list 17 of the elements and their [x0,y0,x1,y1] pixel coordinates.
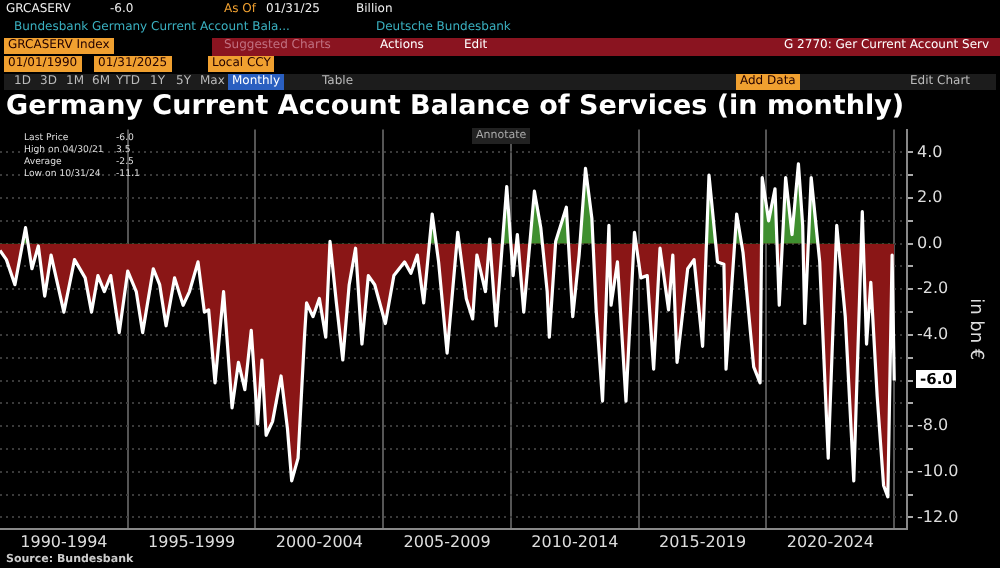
y-tick-label: -2.0 [917,279,949,298]
x-tick-label: 1995-1999 [148,532,236,551]
x-tick-label: 2010-2014 [531,532,619,551]
y-tick-label: 0.0 [917,233,943,252]
x-tick-label: 2000-2004 [275,532,363,551]
y-tick-label: -8.0 [917,416,949,435]
y-tick-label: 4.0 [917,142,943,161]
y-tick-label: -10.0 [917,461,959,480]
x-tick-label: 2015-2019 [659,532,747,551]
x-tick-label: 2020-2024 [786,532,874,551]
y-tick-label: 2.0 [917,188,943,207]
y-axis-title: in bn € [964,298,985,361]
x-tick-label: 1990-1994 [20,532,108,551]
y-tick-label: -4.0 [917,325,949,344]
y-tick-label: -12.0 [917,507,959,526]
x-tick-label: 2005-2009 [403,532,491,551]
chart-title: Germany Current Account Balance of Services (in monthly) [6,90,905,122]
